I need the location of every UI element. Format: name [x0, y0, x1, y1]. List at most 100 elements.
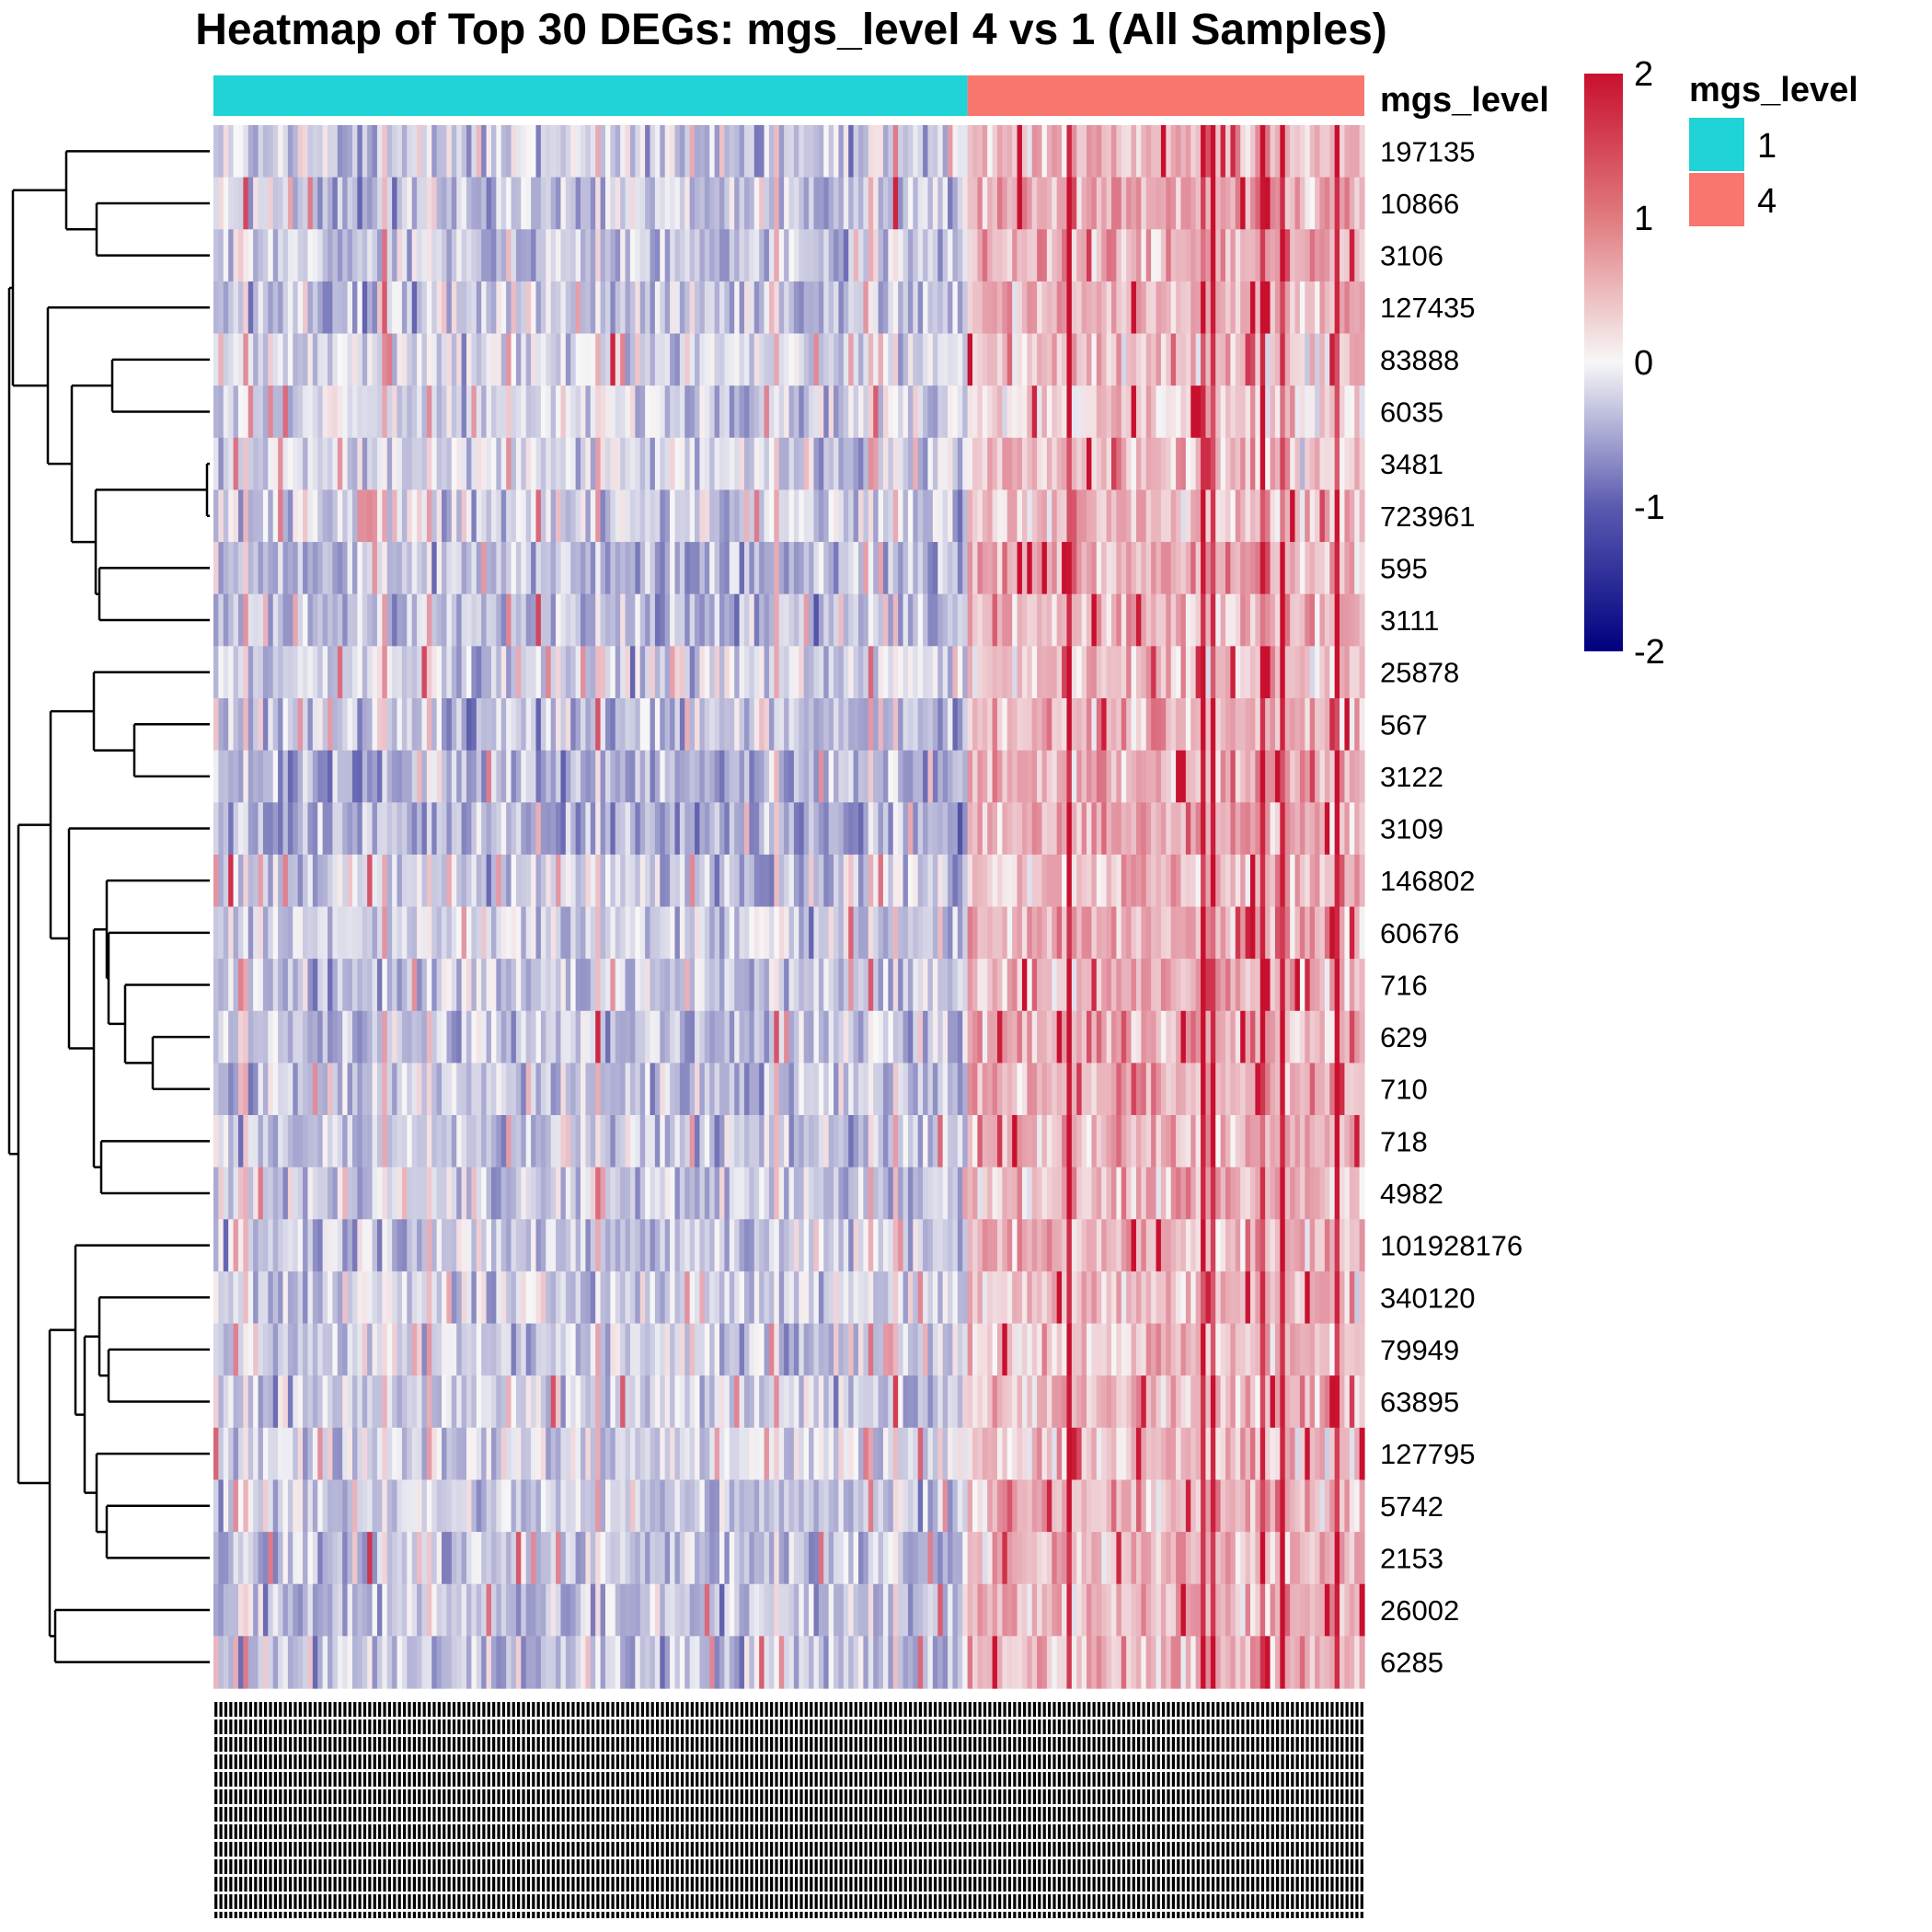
heatmap-cell [1101, 437, 1108, 491]
heatmap-cell [1160, 437, 1167, 491]
heatmap-cell [442, 906, 448, 960]
heatmap-cell [809, 750, 815, 803]
heatmap-cell [739, 959, 745, 1012]
heatmap-cell [793, 1219, 799, 1272]
heatmap-cell [407, 1010, 413, 1064]
heatmap-cell [565, 959, 571, 1012]
heatmap-cell [376, 333, 383, 386]
heatmap-cell [873, 385, 880, 439]
heatmap-cell [337, 437, 343, 491]
heatmap-cell [1215, 542, 1222, 595]
heatmap-cell [749, 333, 755, 386]
heatmap-cell [426, 437, 432, 491]
heatmap-cell [540, 750, 546, 803]
heatmap-cell [1235, 802, 1241, 856]
heatmap-cell [639, 1115, 646, 1168]
heatmap-cell [262, 1167, 269, 1220]
heatmap-cell [431, 1010, 438, 1064]
heatmap-cell [927, 750, 934, 803]
heatmap-cell [799, 1010, 805, 1064]
heatmap-cell [600, 125, 606, 178]
heatmap-cell [223, 1115, 229, 1168]
heatmap-cell [952, 542, 959, 595]
heatmap-cell [734, 959, 741, 1012]
heatmap-cell [1121, 489, 1127, 543]
heatmap-cell [1319, 542, 1326, 595]
heatmap-cell [942, 646, 949, 699]
heatmap-cell [635, 437, 641, 491]
heatmap-cell [1101, 229, 1108, 282]
heatmap-cell [604, 1115, 611, 1168]
heatmap-cell [724, 593, 730, 647]
heatmap-cell [1126, 646, 1133, 699]
heatmap-cell [645, 906, 651, 960]
heatmap-cell [848, 697, 855, 752]
heatmap-cell [490, 854, 497, 908]
heatmap-cell [367, 750, 374, 803]
heatmap-cell [739, 1167, 745, 1220]
heatmap-cell [689, 959, 696, 1012]
heatmap-cell [625, 281, 631, 335]
heatmap-cell [253, 959, 259, 1012]
heatmap-cell [1349, 333, 1355, 386]
heatmap-cell [347, 437, 353, 491]
heatmap-cell [878, 1115, 884, 1168]
heatmap-cell [907, 281, 914, 335]
heatmap-cell [575, 1010, 581, 1064]
heatmap-cell [1309, 646, 1316, 699]
heatmap-cell [1066, 697, 1073, 752]
heatmap-cell [282, 802, 289, 856]
heatmap-cell [411, 906, 418, 960]
heatmap-cell [392, 593, 398, 647]
heatmap-cell [1037, 1115, 1043, 1168]
heatmap-cell [1176, 1167, 1182, 1220]
heatmap-cell [689, 281, 696, 335]
heatmap-cell [972, 1167, 978, 1220]
heatmap-cell [351, 437, 358, 491]
heatmap-cell [461, 125, 467, 178]
heatmap-cell [907, 750, 914, 803]
heatmap-cell [272, 229, 279, 282]
heatmap-cell [237, 1115, 244, 1168]
heatmap-cell [585, 437, 592, 491]
heatmap-cell [1017, 906, 1023, 960]
heatmap-cell [1096, 177, 1102, 230]
heatmap-cell [1309, 229, 1316, 282]
heatmap-cell [303, 750, 309, 803]
heatmap-cell [490, 906, 497, 960]
heatmap-cell [1091, 802, 1098, 856]
heatmap-cell [1349, 802, 1355, 856]
heatmap-cell [535, 697, 542, 752]
heatmap-cell [1230, 489, 1236, 543]
heatmap-cell [863, 177, 869, 230]
heatmap-cell [803, 750, 810, 803]
heatmap-cell [1160, 697, 1167, 752]
heatmap-cell [1027, 1167, 1033, 1220]
heatmap-cell [466, 906, 472, 960]
heatmap-cell [1344, 646, 1351, 699]
heatmap-cell [699, 593, 706, 647]
heatmap-cell [1017, 959, 1023, 1012]
heatmap-cell [351, 646, 358, 699]
heatmap-cell [471, 542, 477, 595]
heatmap-cell [1166, 854, 1172, 908]
heatmap-cell [654, 125, 661, 178]
heatmap-cell [689, 333, 696, 386]
heatmap-cell [604, 1167, 611, 1220]
heatmap-cell [218, 906, 224, 960]
heatmap-cell [937, 542, 944, 595]
heatmap-cell [278, 959, 284, 1012]
heatmap-cell [397, 802, 403, 856]
heatmap-cell [546, 802, 552, 856]
heatmap-cell [560, 333, 567, 386]
heatmap-cell [1195, 542, 1202, 595]
heatmap-cell [540, 229, 546, 282]
heatmap-cell [1215, 854, 1222, 908]
heatmap-cell [645, 854, 651, 908]
heatmap-cell [972, 1063, 978, 1116]
heatmap-cell [303, 281, 309, 335]
heatmap-cell [1160, 750, 1167, 803]
heatmap-cell [818, 750, 824, 803]
heatmap-cell [888, 854, 894, 908]
heatmap-cell [1071, 1167, 1077, 1220]
